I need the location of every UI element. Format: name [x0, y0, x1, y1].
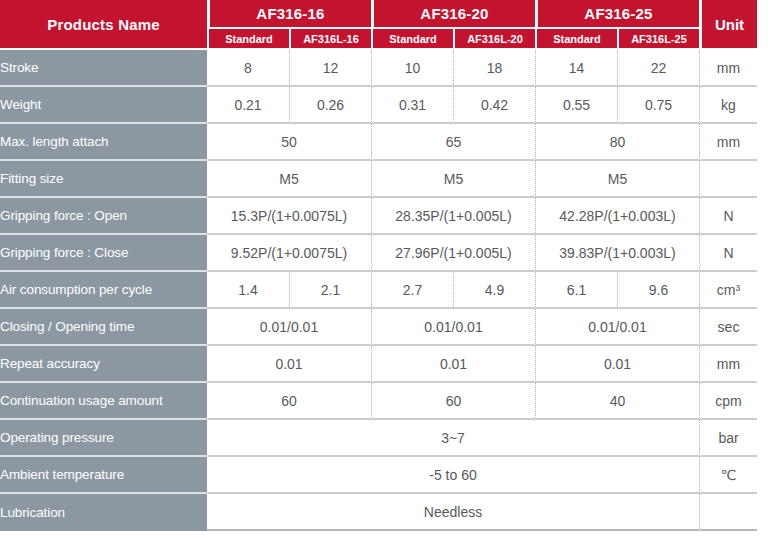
value-cell: M5 [371, 161, 535, 198]
value-cell: 40 [535, 383, 699, 420]
unit-header: Unit [699, 0, 757, 50]
value-cell: 2.1 [289, 272, 371, 309]
value-cell: 1.4 [207, 272, 289, 309]
sub-header-af316l-16: AF316L-16 [289, 29, 371, 50]
table-row: Operating pressure3~7bar [0, 420, 757, 457]
unit-cell: cm³ [699, 272, 757, 309]
value-cell: 6.1 [535, 272, 617, 309]
row-label: Gripping force : Close [0, 235, 207, 272]
value-cell: 2.7 [371, 272, 453, 309]
value-cell: Needless [207, 494, 699, 531]
value-cell: 12 [289, 50, 371, 87]
row-label: Fitting size [0, 161, 207, 198]
row-label: Stroke [0, 50, 207, 87]
value-cell: 80 [535, 124, 699, 161]
value-cell: 4.9 [453, 272, 535, 309]
value-cell: -5 to 60 [207, 457, 699, 494]
value-cell: 65 [371, 124, 535, 161]
unit-cell: kg [699, 87, 757, 124]
unit-cell [699, 494, 757, 531]
products-name-header: Products Name [0, 0, 207, 50]
sub-header-standard-20: Standard [371, 29, 453, 50]
row-label: Lubrication [0, 494, 207, 531]
unit-cell: mm [699, 124, 757, 161]
value-cell: 3~7 [207, 420, 699, 457]
table-row: Weight0.210.260.310.420.550.75kg [0, 87, 757, 124]
row-label: Closing / Opening time [0, 309, 207, 346]
table-row: Air consumption per cycle1.42.12.74.96.1… [0, 272, 757, 309]
value-cell: 42.28P/(1+0.003L) [535, 198, 699, 235]
value-cell: 27.96P/(1+0.005L) [371, 235, 535, 272]
value-cell: 50 [207, 124, 371, 161]
table-row: Gripping force : Close9.52P/(1+0.0075L)2… [0, 235, 757, 272]
value-cell: 14 [535, 50, 617, 87]
row-label: Gripping force : Open [0, 198, 207, 235]
group-header-af316-16: AF316-16 [207, 0, 371, 29]
spec-table-page: Products Name AF316-16 AF316-20 AF316-25… [0, 0, 777, 538]
unit-cell: sec [699, 309, 757, 346]
value-cell: 9.52P/(1+0.0075L) [207, 235, 371, 272]
header-row-groups: Products Name AF316-16 AF316-20 AF316-25… [0, 0, 757, 29]
row-label: Repeat accuracy [0, 346, 207, 383]
group-header-af316-25: AF316-25 [535, 0, 699, 29]
value-cell: M5 [535, 161, 699, 198]
unit-cell: ℃ [699, 457, 757, 494]
table-row: Repeat accuracy0.010.010.01mm [0, 346, 757, 383]
table-row: Gripping force : Open15.3P/(1+0.0075L)28… [0, 198, 757, 235]
value-cell: 15.3P/(1+0.0075L) [207, 198, 371, 235]
value-cell: 28.35P/(1+0.005L) [371, 198, 535, 235]
value-cell: 0.21 [207, 87, 289, 124]
unit-cell: mm [699, 50, 757, 87]
sub-header-af316l-25: AF316L-25 [617, 29, 699, 50]
value-cell: 8 [207, 50, 289, 87]
unit-cell: N [699, 235, 757, 272]
row-label: Max. length attach [0, 124, 207, 161]
value-cell: 60 [207, 383, 371, 420]
value-cell: 0.55 [535, 87, 617, 124]
row-label: Air consumption per cycle [0, 272, 207, 309]
group-header-af316-20: AF316-20 [371, 0, 535, 29]
table-row: Ambient temperature-5 to 60℃ [0, 457, 757, 494]
value-cell: 9.6 [617, 272, 699, 309]
sub-header-af316l-20: AF316L-20 [453, 29, 535, 50]
table-row: Continuation usage amount606040cpm [0, 383, 757, 420]
table-row: Fitting sizeM5M5M5 [0, 161, 757, 198]
value-cell: 22 [617, 50, 699, 87]
value-cell: 0.31 [371, 87, 453, 124]
value-cell: 10 [371, 50, 453, 87]
value-cell: 60 [371, 383, 535, 420]
row-label: Continuation usage amount [0, 383, 207, 420]
unit-cell: bar [699, 420, 757, 457]
value-cell: 0.01 [371, 346, 535, 383]
value-cell: 18 [453, 50, 535, 87]
value-cell: 0.01/0.01 [371, 309, 535, 346]
unit-cell: cpm [699, 383, 757, 420]
table-row: LubricationNeedless [0, 494, 757, 531]
value-cell: 0.75 [617, 87, 699, 124]
value-cell: 0.01/0.01 [207, 309, 371, 346]
table-row: Closing / Opening time0.01/0.010.01/0.01… [0, 309, 757, 346]
value-cell: 0.01 [535, 346, 699, 383]
sub-header-standard-16: Standard [207, 29, 289, 50]
value-cell: 0.42 [453, 87, 535, 124]
spec-table-body: Stroke81210181422mmWeight0.210.260.310.4… [0, 50, 757, 531]
row-label: Operating pressure [0, 420, 207, 457]
table-row: Stroke81210181422mm [0, 50, 757, 87]
value-cell: 39.83P/(1+0.003L) [535, 235, 699, 272]
value-cell: 0.01 [207, 346, 371, 383]
sub-header-standard-25: Standard [535, 29, 617, 50]
row-label: Weight [0, 87, 207, 124]
row-label: Ambient temperature [0, 457, 207, 494]
unit-cell: N [699, 198, 757, 235]
value-cell: 0.26 [289, 87, 371, 124]
unit-cell: mm [699, 346, 757, 383]
product-spec-table: Products Name AF316-16 AF316-20 AF316-25… [0, 0, 757, 531]
unit-cell [699, 161, 757, 198]
table-row: Max. length attach506580mm [0, 124, 757, 161]
value-cell: M5 [207, 161, 371, 198]
value-cell: 0.01/0.01 [535, 309, 699, 346]
